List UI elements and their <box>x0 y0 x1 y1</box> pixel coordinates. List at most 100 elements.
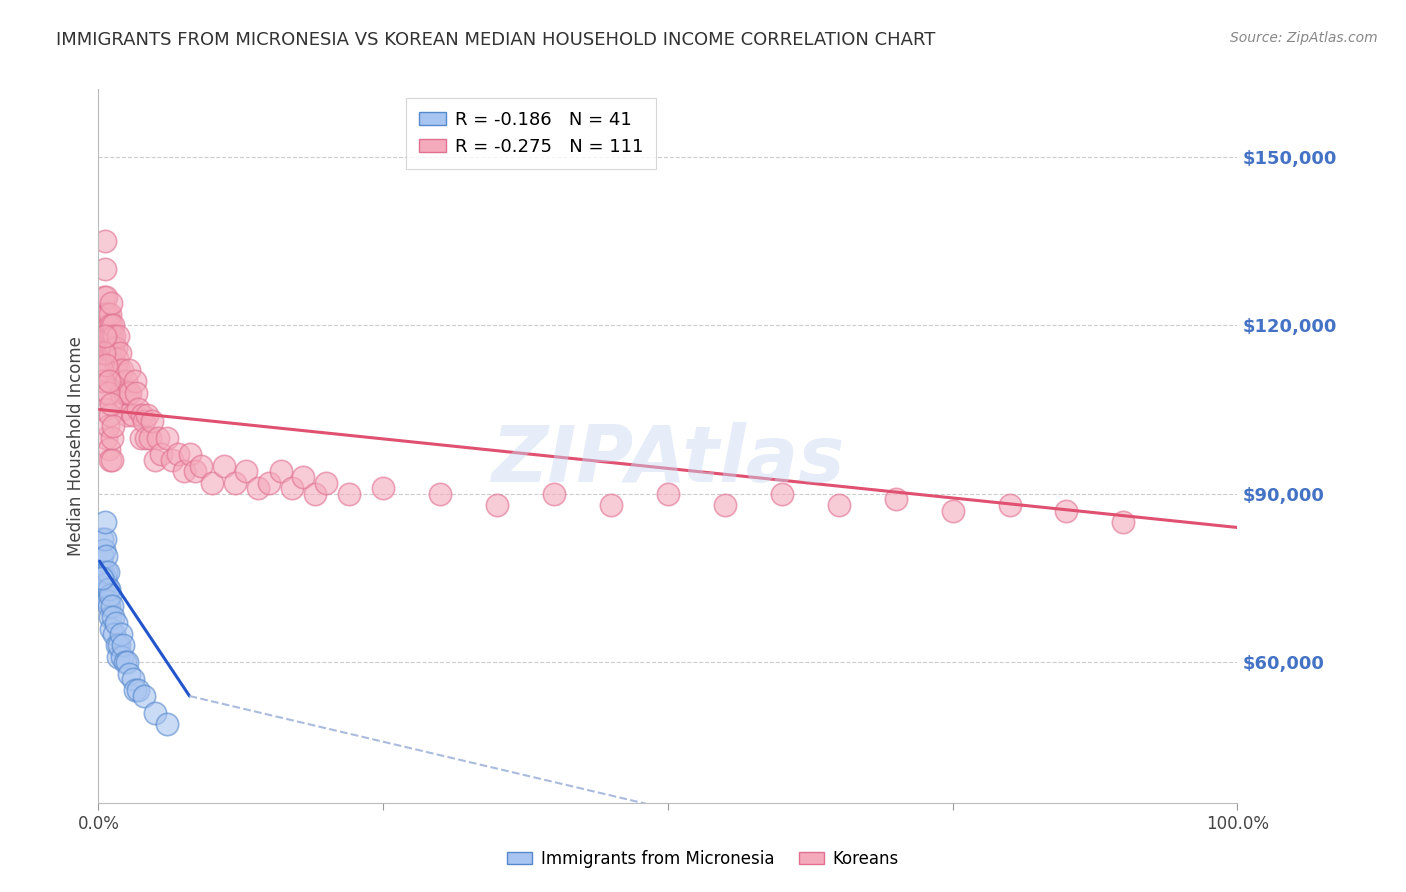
Point <box>600 498 623 512</box>
Point <box>125 385 148 400</box>
Point <box>91 566 114 580</box>
Point <box>96 566 118 580</box>
Point <box>162 453 184 467</box>
Point <box>103 341 125 355</box>
Text: IMMIGRANTS FROM MICRONESIA VS KOREAN MEDIAN HOUSEHOLD INCOME CORRELATION CHART: IMMIGRANTS FROM MICRONESIA VS KOREAN MED… <box>56 31 935 49</box>
Point <box>90 385 112 400</box>
Point <box>101 346 124 360</box>
Point <box>114 656 136 670</box>
Point <box>91 363 114 377</box>
Point <box>100 622 122 636</box>
Point <box>146 431 169 445</box>
Point <box>107 649 129 664</box>
Point <box>100 397 122 411</box>
Point <box>90 571 112 585</box>
Point <box>96 307 118 321</box>
Point <box>110 627 132 641</box>
Point <box>110 385 132 400</box>
Point <box>173 464 195 478</box>
Point <box>108 363 131 377</box>
Point <box>132 689 155 703</box>
Point <box>111 363 134 377</box>
Point <box>112 639 135 653</box>
Point <box>101 599 124 614</box>
Point <box>118 666 141 681</box>
Point <box>770 487 793 501</box>
Point <box>105 639 128 653</box>
Point <box>543 487 565 501</box>
Point <box>1054 503 1078 517</box>
Point <box>103 346 125 360</box>
Point <box>96 329 118 343</box>
Point <box>127 683 149 698</box>
Point <box>114 385 136 400</box>
Point <box>98 588 121 602</box>
Point <box>115 656 138 670</box>
Point <box>136 408 159 422</box>
Point <box>97 318 120 333</box>
Point <box>111 649 134 664</box>
Point <box>304 487 326 501</box>
Point <box>124 375 146 389</box>
Point <box>93 543 115 558</box>
Point <box>115 408 138 422</box>
Point <box>105 375 128 389</box>
Legend: R = -0.186   N = 41, R = -0.275   N = 111: R = -0.186 N = 41, R = -0.275 N = 111 <box>406 98 657 169</box>
Point <box>259 475 281 490</box>
Point <box>97 341 120 355</box>
Point <box>657 487 679 501</box>
Point <box>94 515 117 529</box>
Point <box>235 464 257 478</box>
Point <box>337 487 360 501</box>
Point <box>156 431 179 445</box>
Point <box>108 346 131 360</box>
Point <box>179 447 201 461</box>
Point <box>129 431 152 445</box>
Point <box>246 481 269 495</box>
Point <box>93 576 115 591</box>
Point <box>104 615 127 630</box>
Point <box>101 431 124 445</box>
Point <box>91 582 114 597</box>
Point <box>121 408 143 422</box>
Point <box>90 375 112 389</box>
Point <box>270 464 292 478</box>
Point <box>103 329 125 343</box>
Point <box>93 329 115 343</box>
Point <box>96 346 118 360</box>
Point <box>998 498 1021 512</box>
Point <box>138 431 160 445</box>
Point <box>94 329 117 343</box>
Point <box>94 262 117 277</box>
Point <box>97 599 120 614</box>
Point <box>103 318 125 333</box>
Point <box>105 351 128 366</box>
Point <box>93 307 115 321</box>
Point <box>120 385 142 400</box>
Point <box>96 419 118 434</box>
Point <box>118 363 141 377</box>
Point <box>104 341 127 355</box>
Point <box>90 363 112 377</box>
Point <box>112 402 135 417</box>
Point <box>96 363 118 377</box>
Point <box>486 498 509 512</box>
Point <box>212 458 235 473</box>
Point <box>97 375 120 389</box>
Point <box>93 346 115 360</box>
Point <box>96 566 118 580</box>
Point <box>103 627 125 641</box>
Point <box>714 498 737 512</box>
Point <box>884 492 907 507</box>
Point <box>100 318 122 333</box>
Point <box>90 346 112 360</box>
Point <box>167 447 190 461</box>
Point <box>371 481 394 495</box>
Point <box>103 610 125 624</box>
Point <box>90 566 112 580</box>
Point <box>96 549 118 563</box>
Point <box>98 453 121 467</box>
Point <box>97 442 120 456</box>
Point <box>94 234 117 248</box>
Legend: Immigrants from Micronesia, Koreans: Immigrants from Micronesia, Koreans <box>501 844 905 875</box>
